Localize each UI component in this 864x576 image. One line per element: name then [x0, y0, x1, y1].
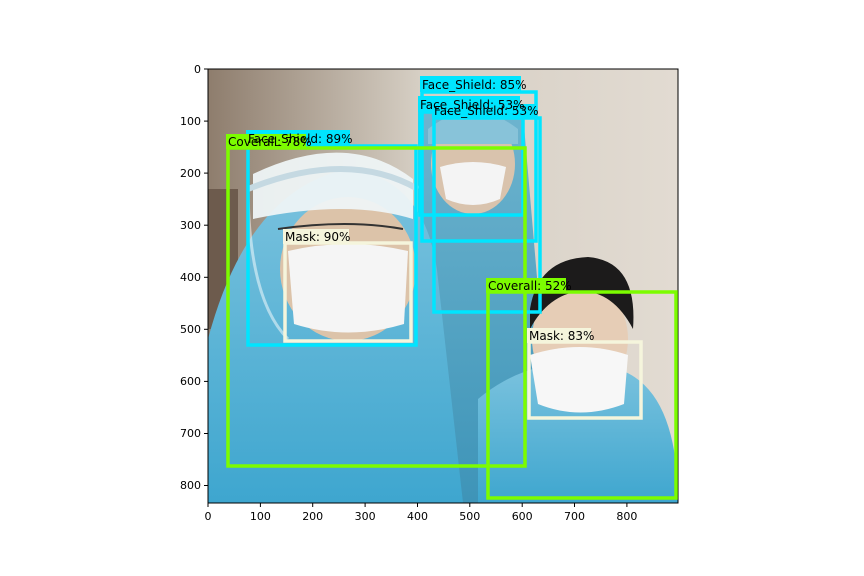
- detection-labels: Face_Shield: 85% Face_Shield: 53% Face_S…: [228, 78, 594, 343]
- y-tick-label: 100: [180, 115, 201, 128]
- y-tick-label: 400: [180, 271, 201, 284]
- x-tick-label: 800: [616, 510, 637, 523]
- coverall-box-78: [226, 146, 527, 468]
- mask-box-83: [527, 340, 643, 420]
- y-tick-label: 700: [180, 427, 201, 440]
- y-tick-label: 200: [180, 167, 201, 180]
- x-axis: 0 100 200 300 400 500 600 700 800: [205, 503, 637, 523]
- y-tick-label: 600: [180, 375, 201, 388]
- label-bg-coverall-78: [226, 134, 306, 149]
- label-bg-coverall-52: [486, 278, 566, 293]
- x-tick-label: 100: [250, 510, 271, 523]
- label-bg-mask-90: [283, 229, 349, 244]
- detection-boxes: [226, 90, 678, 500]
- detection-label: Face_Shield: 89%: [248, 132, 353, 146]
- y-tick-label: 800: [180, 479, 201, 492]
- coverall-box-52: [486, 290, 678, 500]
- x-tick-label: 400: [407, 510, 428, 523]
- axes-frame: [207, 68, 679, 504]
- detection-label: Coverall: 78%: [228, 135, 312, 149]
- label-bg-face-shield-85: [420, 76, 521, 92]
- x-tick-label: 600: [512, 510, 533, 523]
- x-tick-label: 500: [459, 510, 480, 523]
- mask-box-90: [283, 241, 413, 343]
- y-axis: 0 100 200 300 400 500 600 700 800: [180, 63, 208, 492]
- label-bg-face-shield-53-b: [432, 104, 536, 118]
- detection-label: Face_Shield: 53%: [434, 104, 539, 118]
- label-bg-mask-83: [527, 328, 591, 343]
- detection-label: Mask: 90%: [285, 230, 350, 244]
- detection-label: Coverall: 52%: [488, 279, 572, 293]
- detection-label: Face_Shield: 53%: [420, 98, 525, 112]
- photo-illustration: [208, 69, 678, 503]
- detection-label: Mask: 83%: [529, 329, 594, 343]
- y-tick-label: 500: [180, 323, 201, 336]
- y-tick-label: 0: [194, 63, 201, 76]
- detection-label: Face_Shield: 85%: [422, 78, 527, 92]
- x-tick-label: 700: [564, 510, 585, 523]
- y-tick-label: 300: [180, 219, 201, 232]
- x-tick-label: 0: [205, 510, 212, 523]
- face-shield-box-89: [246, 144, 418, 347]
- x-tick-label: 200: [302, 510, 323, 523]
- ppe-detection-photo: [208, 69, 678, 503]
- x-tick-label: 300: [355, 510, 376, 523]
- detection-label-backgrounds: [226, 76, 591, 343]
